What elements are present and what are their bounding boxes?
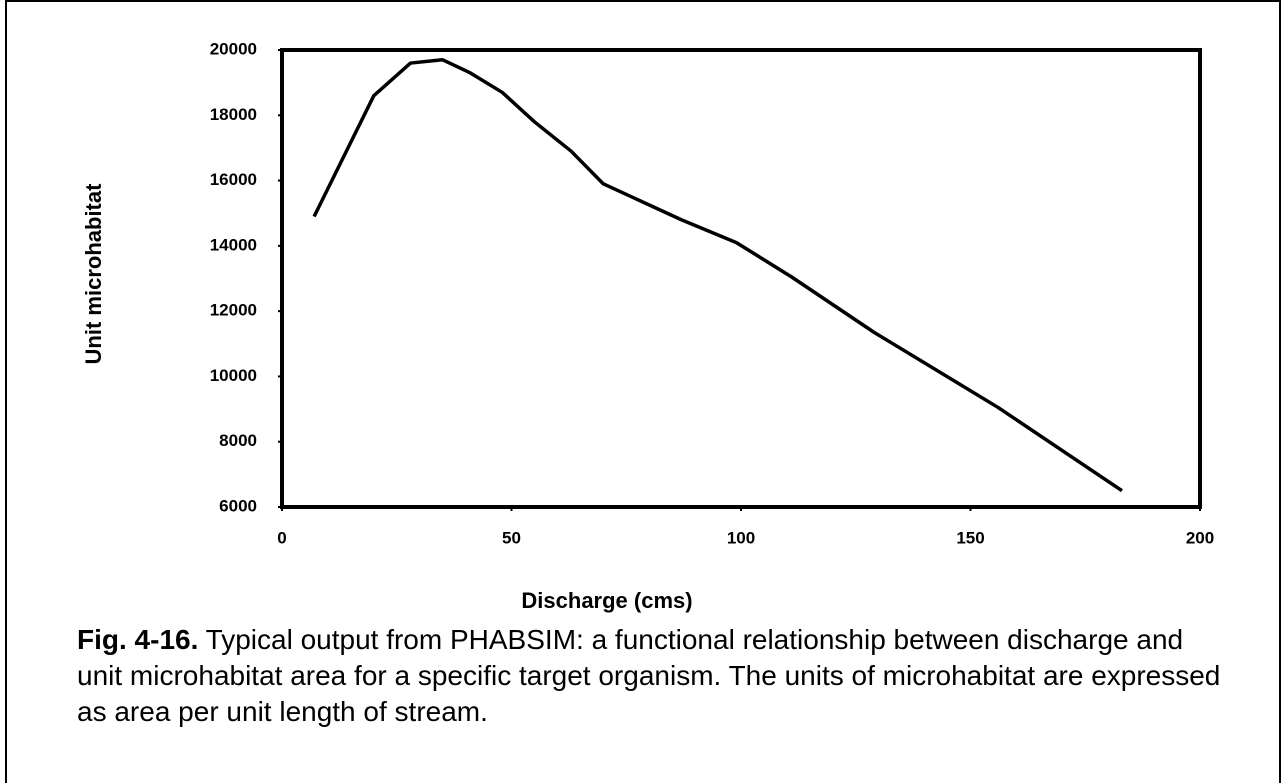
x-tick-label: 100 xyxy=(727,528,755,547)
caption-text: Typical output from PHABSIM: a functiona… xyxy=(77,624,1221,727)
y-tick-label: 18000 xyxy=(210,105,257,124)
x-tick-label: 0 xyxy=(277,528,286,547)
x-tick-label: 50 xyxy=(502,528,521,547)
caption: Fig. 4-16. Typical output from PHABSIM: … xyxy=(77,622,1227,730)
x-tick-label: 200 xyxy=(1186,528,1214,547)
y-tick-label: 10000 xyxy=(210,366,257,385)
y-tick-label: 6000 xyxy=(219,496,257,515)
data-line xyxy=(312,58,1123,493)
caption-label: Fig. 4-16. xyxy=(77,624,199,655)
y-tick-label: 20000 xyxy=(210,39,257,58)
chart: Discharge (cms) Unit microhabitat 6000 80… xyxy=(81,39,1214,613)
y-tick-label: 12000 xyxy=(210,301,257,320)
x-axis-label: Discharge (cms) xyxy=(521,588,692,613)
figure: Discharge (cms) Unit microhabitat 6000 80… xyxy=(5,0,1281,783)
x-tick-label: 150 xyxy=(956,528,984,547)
y-tick-label: 16000 xyxy=(210,170,257,189)
y-tick-label: 8000 xyxy=(219,431,257,450)
y-axis-label: Unit microhabitat xyxy=(81,183,106,365)
y-tick-label: 14000 xyxy=(210,235,257,254)
plot-frame xyxy=(280,48,1202,509)
